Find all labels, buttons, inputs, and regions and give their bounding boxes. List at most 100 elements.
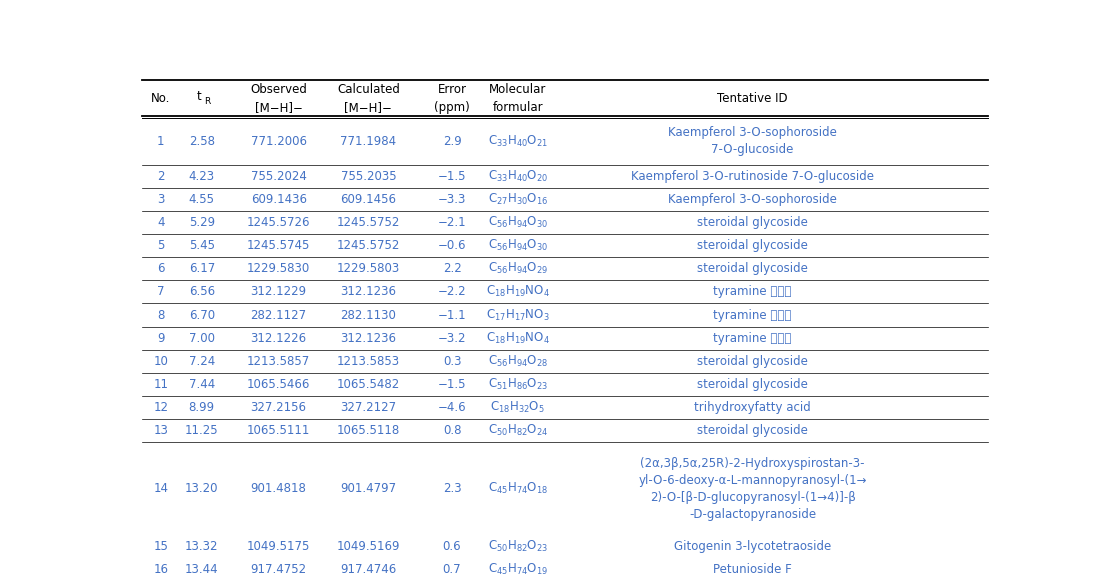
Text: Gitogenin 3-lycotetraoside: Gitogenin 3-lycotetraoside [674,540,831,553]
Text: C$_{18}$H$_{32}$O$_{5}$: C$_{18}$H$_{32}$O$_{5}$ [490,400,545,415]
Text: 2.9: 2.9 [443,135,462,148]
Text: 327.2156: 327.2156 [250,401,306,414]
Text: No.: No. [151,92,171,105]
Text: 1245.5726: 1245.5726 [247,216,311,229]
Text: 1229.5830: 1229.5830 [247,262,311,275]
Text: 10: 10 [153,355,169,368]
Text: 11.25: 11.25 [185,424,218,437]
Text: 1049.5175: 1049.5175 [247,540,311,553]
Text: 1065.5118: 1065.5118 [337,424,400,437]
Text: 312.1236: 312.1236 [341,286,397,298]
Text: C$_{17}$H$_{17}$NO$_{3}$: C$_{17}$H$_{17}$NO$_{3}$ [486,307,550,323]
Text: 771.2006: 771.2006 [250,135,306,148]
Text: 1049.5169: 1049.5169 [336,540,400,553]
Text: 13.20: 13.20 [185,482,218,495]
Text: −3.3: −3.3 [437,193,466,206]
Text: 771.1984: 771.1984 [341,135,397,148]
Text: 13.32: 13.32 [185,540,218,553]
Text: 6.56: 6.56 [188,286,215,298]
Text: Calculated
[M−H]−: Calculated [M−H]− [337,83,400,114]
Text: 2.2: 2.2 [443,262,462,275]
Text: trihydroxyfatty acid: trihydroxyfatty acid [694,401,811,414]
Text: C$_{33}$H$_{40}$O$_{20}$: C$_{33}$H$_{40}$O$_{20}$ [488,169,548,184]
Text: steroidal glycoside: steroidal glycoside [698,378,808,391]
Text: 4: 4 [158,216,164,229]
Text: 5: 5 [158,239,164,252]
Text: 0.7: 0.7 [443,563,462,576]
Text: 1065.5111: 1065.5111 [247,424,311,437]
Text: 4.55: 4.55 [188,193,215,206]
Text: 3: 3 [158,193,164,206]
Text: C$_{45}$H$_{74}$O$_{19}$: C$_{45}$H$_{74}$O$_{19}$ [488,562,548,577]
Text: 13: 13 [153,424,169,437]
Text: C$_{51}$H$_{86}$O$_{23}$: C$_{51}$H$_{86}$O$_{23}$ [488,377,548,392]
Text: C$_{18}$H$_{19}$NO$_{4}$: C$_{18}$H$_{19}$NO$_{4}$ [486,331,550,346]
Text: C$_{56}$H$_{94}$O$_{29}$: C$_{56}$H$_{94}$O$_{29}$ [488,261,548,276]
Text: (2α,3β,5α,25R)-2-Hydroxyspirostan-3-
yl-O-6-deoxy-α-L-mannopyranosyl-(1→
2)-O-[β: (2α,3β,5α,25R)-2-Hydroxyspirostan-3- yl-… [638,457,867,521]
Text: 1065.5482: 1065.5482 [337,378,400,391]
Text: tyramine 유도체: tyramine 유도체 [713,309,792,321]
Text: −4.6: −4.6 [437,401,466,414]
Text: 2.3: 2.3 [443,482,462,495]
Text: −3.2: −3.2 [437,332,466,344]
Text: 1245.5752: 1245.5752 [336,216,400,229]
Text: C$_{27}$H$_{30}$O$_{16}$: C$_{27}$H$_{30}$O$_{16}$ [488,192,548,207]
Text: 12: 12 [153,401,169,414]
Text: 6.17: 6.17 [188,262,215,275]
Text: 609.1436: 609.1436 [250,193,306,206]
Text: 1: 1 [158,135,164,148]
Text: 11: 11 [153,378,169,391]
Text: 16: 16 [153,563,169,576]
Text: R: R [204,97,210,106]
Text: −2.1: −2.1 [437,216,466,229]
Text: t: t [197,90,202,102]
Text: Kaempferol 3-O-sophoroside: Kaempferol 3-O-sophoroside [668,193,838,206]
Text: 8.99: 8.99 [188,401,215,414]
Text: 0.8: 0.8 [443,424,462,437]
Text: 7.24: 7.24 [188,355,215,368]
Text: 13.44: 13.44 [185,563,218,576]
Text: 917.4746: 917.4746 [341,563,397,576]
Text: −1.1: −1.1 [437,309,466,321]
Text: C$_{56}$H$_{94}$O$_{30}$: C$_{56}$H$_{94}$O$_{30}$ [488,238,548,253]
Text: 901.4818: 901.4818 [251,482,306,495]
Text: 327.2127: 327.2127 [341,401,397,414]
Text: 901.4797: 901.4797 [341,482,397,495]
Text: Observed
[M−H]−: Observed [M−H]− [250,83,307,114]
Text: −1.5: −1.5 [437,378,466,391]
Text: 282.1127: 282.1127 [250,309,306,321]
Text: 2: 2 [158,170,164,183]
Text: tyramine 유도체: tyramine 유도체 [713,286,792,298]
Text: 282.1130: 282.1130 [341,309,397,321]
Text: 6.70: 6.70 [188,309,215,321]
Text: steroidal glycoside: steroidal glycoside [698,355,808,368]
Text: 312.1236: 312.1236 [341,332,397,344]
Text: 15: 15 [153,540,169,553]
Text: C$_{56}$H$_{94}$O$_{30}$: C$_{56}$H$_{94}$O$_{30}$ [488,215,548,230]
Text: −1.5: −1.5 [437,170,466,183]
Text: steroidal glycoside: steroidal glycoside [698,239,808,252]
Text: 0.3: 0.3 [443,355,462,368]
Text: 1213.5853: 1213.5853 [337,355,400,368]
Text: Kaempferol 3-O-rutinoside 7-O-glucoside: Kaempferol 3-O-rutinoside 7-O-glucoside [631,170,874,183]
Text: 1065.5466: 1065.5466 [247,378,311,391]
Text: 14: 14 [153,482,169,495]
Text: C$_{50}$H$_{82}$O$_{23}$: C$_{50}$H$_{82}$O$_{23}$ [488,539,548,554]
Text: 7.44: 7.44 [188,378,215,391]
Text: 4.23: 4.23 [188,170,215,183]
Text: 609.1456: 609.1456 [341,193,397,206]
Text: C$_{45}$H$_{74}$O$_{18}$: C$_{45}$H$_{74}$O$_{18}$ [488,481,548,496]
Text: 7.00: 7.00 [188,332,215,344]
Text: steroidal glycoside: steroidal glycoside [698,216,808,229]
Text: C$_{18}$H$_{19}$NO$_{4}$: C$_{18}$H$_{19}$NO$_{4}$ [486,284,550,299]
Text: 917.4752: 917.4752 [250,563,306,576]
Text: Tentative ID: Tentative ID [717,92,788,105]
Text: C$_{50}$H$_{82}$O$_{24}$: C$_{50}$H$_{82}$O$_{24}$ [488,423,548,438]
Text: 9: 9 [158,332,164,344]
Text: C$_{56}$H$_{94}$O$_{28}$: C$_{56}$H$_{94}$O$_{28}$ [488,354,548,369]
Text: 0.6: 0.6 [443,540,462,553]
Text: tyramine 유도체: tyramine 유도체 [713,332,792,344]
Text: 312.1229: 312.1229 [250,286,306,298]
Text: Petunioside F: Petunioside F [713,563,792,576]
Text: −2.2: −2.2 [437,286,466,298]
